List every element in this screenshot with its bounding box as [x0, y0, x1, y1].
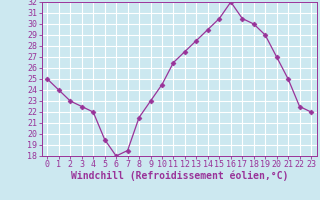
X-axis label: Windchill (Refroidissement éolien,°C): Windchill (Refroidissement éolien,°C) — [70, 171, 288, 181]
